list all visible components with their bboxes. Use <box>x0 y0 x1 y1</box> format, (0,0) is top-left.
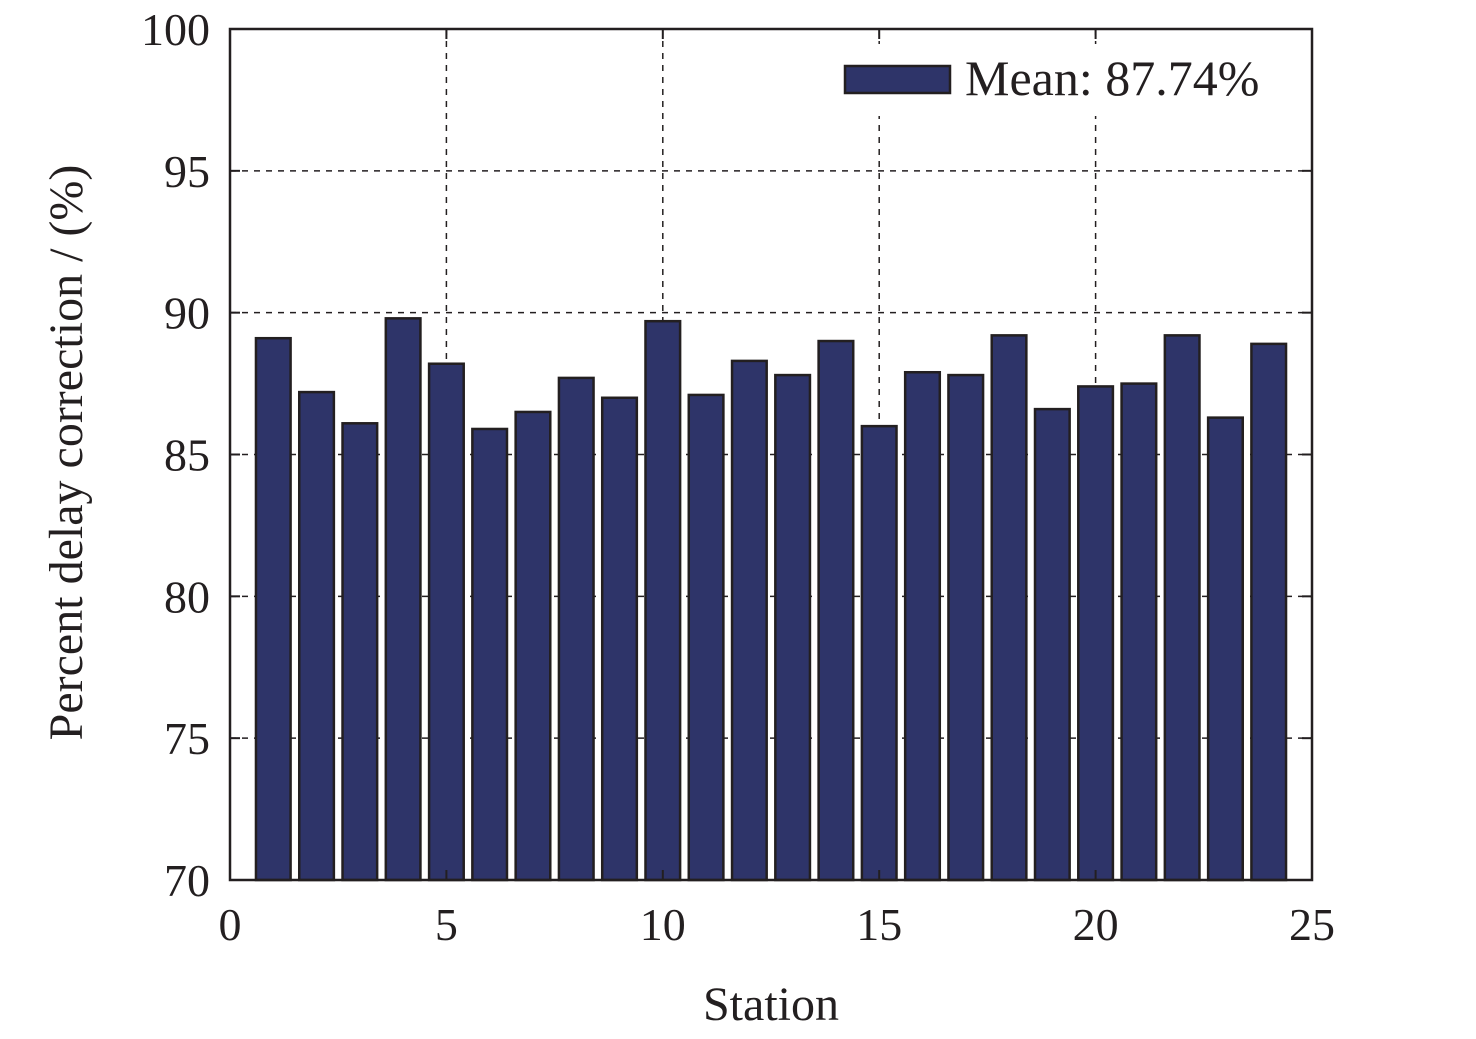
legend-label: Mean: 87.74% <box>965 50 1259 106</box>
bar <box>687 393 725 882</box>
x-tick-label: 15 <box>856 899 902 950</box>
bar <box>384 317 422 882</box>
bar <box>947 373 985 882</box>
axis-ticks <box>229 28 1313 881</box>
x-tick-label: 5 <box>435 899 458 950</box>
bar <box>514 410 552 882</box>
bar <box>817 339 855 882</box>
y-tick-labels: 70 75 80 85 90 95 100 <box>141 4 210 906</box>
bar <box>860 424 898 882</box>
bar <box>774 373 812 882</box>
bar <box>1250 342 1288 882</box>
x-tick-labels: 0 5 10 15 20 25 <box>219 899 1336 950</box>
y-tick-label: 85 <box>164 430 210 481</box>
bar <box>600 396 639 882</box>
bar <box>730 359 768 882</box>
bar <box>471 427 509 882</box>
legend: Mean: 87.74% <box>832 44 1306 116</box>
bar <box>1163 334 1201 882</box>
bar <box>341 422 379 882</box>
bar <box>1206 416 1245 882</box>
bar <box>254 336 292 882</box>
bar <box>1120 382 1158 882</box>
bar <box>990 334 1028 882</box>
y-tick-label: 90 <box>164 288 210 339</box>
y-axis-title: Percent delay correction / (%) <box>40 165 93 741</box>
legend-swatch <box>843 64 952 95</box>
bar <box>1033 407 1071 882</box>
bar <box>644 319 682 882</box>
y-tick-label: 80 <box>164 571 210 622</box>
x-tick-label: 20 <box>1073 899 1119 950</box>
x-tick-label: 25 <box>1289 899 1335 950</box>
x-axis-title: Station <box>703 978 839 1031</box>
bar <box>427 362 465 882</box>
y-tick-label: 100 <box>141 4 210 55</box>
x-tick-label: 10 <box>640 899 686 950</box>
y-tick-label: 70 <box>164 855 210 906</box>
bar <box>903 370 942 882</box>
bars <box>254 317 1288 882</box>
bar <box>1077 385 1115 882</box>
bar <box>557 376 595 882</box>
y-tick-label: 95 <box>164 146 210 197</box>
bar <box>297 390 336 882</box>
x-tick-label: 0 <box>219 899 242 950</box>
y-tick-label: 75 <box>164 713 210 764</box>
